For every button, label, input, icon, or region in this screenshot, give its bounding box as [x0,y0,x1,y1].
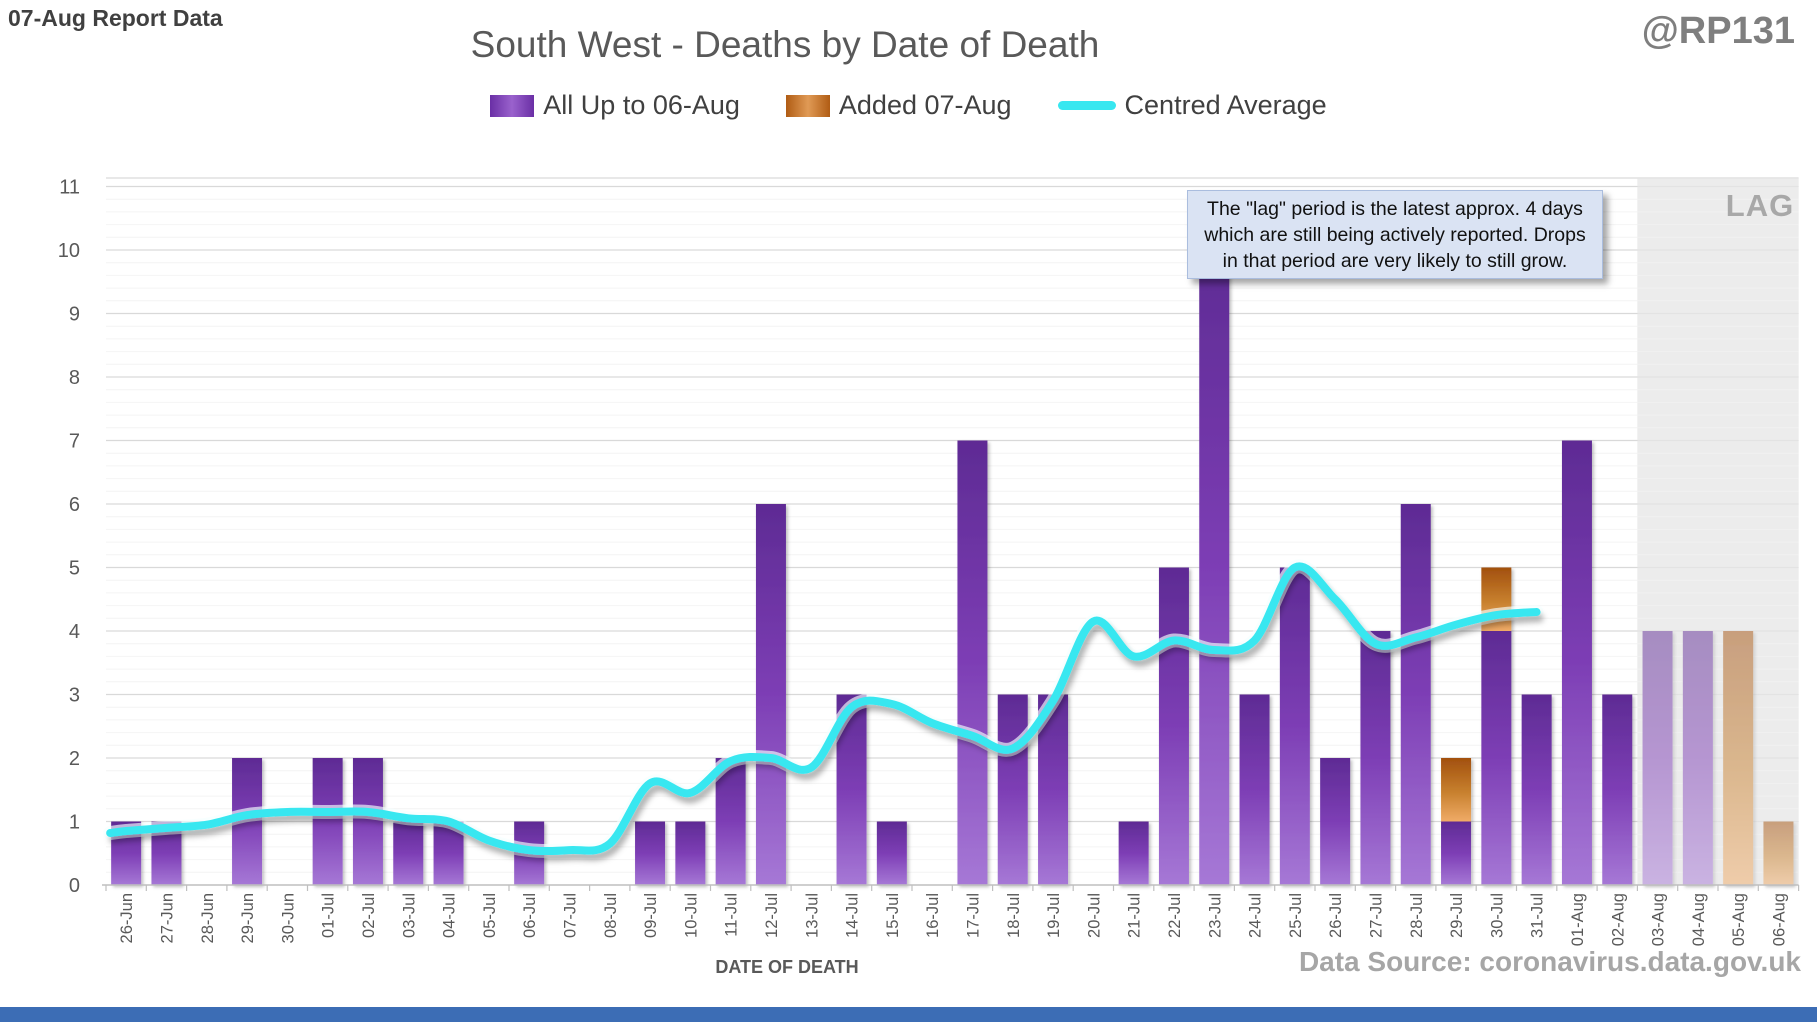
svg-text:02-Aug: 02-Aug [1609,893,1627,946]
svg-text:11: 11 [59,177,80,199]
svg-text:15-Jul: 15-Jul [884,893,902,938]
legend-label: Added 07-Aug [838,90,1012,120]
svg-text:21-Jul: 21-Jul [1126,893,1144,938]
tooltip-line: The "lag" period is the latest approx. 4… [1207,197,1583,220]
legend-item-centred-average: Centred Average [1057,90,1327,121]
legend-item-added: Added 07-Aug [785,90,1012,121]
svg-text:06-Jul: 06-Jul [521,893,539,938]
svg-text:6: 6 [69,494,80,516]
svg-text:29-Jun: 29-Jun [239,893,257,943]
svg-text:26-Jun: 26-Jun [118,893,136,943]
svg-text:03-Aug: 03-Aug [1650,893,1668,946]
svg-text:2: 2 [69,748,80,770]
chart-legend: All Up to 06-Aug Added 07-Aug Centred Av… [0,90,1817,121]
svg-text:13-Jul: 13-Jul [803,893,821,938]
svg-text:25-Jul: 25-Jul [1287,893,1305,938]
svg-text:10-Jul: 10-Jul [682,893,700,938]
svg-text:26-Jul: 26-Jul [1327,893,1345,938]
svg-text:28-Jun: 28-Jun [199,893,217,943]
svg-text:03-Jul: 03-Jul [400,893,418,938]
bottom-accent-strip [0,1007,1817,1022]
svg-text:30-Jul: 30-Jul [1488,893,1506,938]
svg-text:31-Jul: 31-Jul [1529,893,1547,938]
lag-region-label: LAG [1725,188,1795,223]
svg-text:01-Jul: 01-Jul [320,893,338,938]
svg-text:8: 8 [69,367,80,389]
svg-text:27-Jun: 27-Jun [158,893,176,943]
svg-text:18-Jul: 18-Jul [1005,893,1023,938]
svg-text:02-Jul: 02-Jul [360,893,378,938]
svg-text:05-Jul: 05-Jul [481,893,499,938]
svg-text:09-Jul: 09-Jul [642,893,660,938]
svg-text:22-Jul: 22-Jul [1166,893,1184,938]
svg-text:0: 0 [69,875,80,897]
tooltip-line: which are still being actively reported.… [1204,223,1586,246]
purple-bar-swatch-icon [490,94,535,117]
svg-text:10: 10 [58,240,80,262]
legend-item-all-up-to: All Up to 06-Aug [490,90,740,121]
legend-label: All Up to 06-Aug [543,90,740,120]
svg-text:5: 5 [69,558,80,580]
svg-text:27-Jul: 27-Jul [1367,893,1385,938]
svg-text:12-Jul: 12-Jul [763,893,781,938]
svg-text:04-Aug: 04-Aug [1690,893,1708,946]
svg-text:29-Jul: 29-Jul [1448,893,1466,938]
svg-text:9: 9 [69,304,80,326]
svg-text:04-Jul: 04-Jul [441,893,459,938]
lag-explanation-tooltip: The "lag" period is the latest approx. 4… [1187,190,1603,279]
page-title: South West - Deaths by Date of Death [470,24,1100,65]
svg-text:4: 4 [69,621,80,643]
svg-text:30-Jun: 30-Jun [279,893,297,943]
svg-text:1: 1 [69,812,80,834]
svg-text:05-Aug: 05-Aug [1730,893,1748,946]
svg-text:19-Jul: 19-Jul [1045,893,1063,938]
svg-text:20-Jul: 20-Jul [1085,893,1103,938]
svg-text:24-Jul: 24-Jul [1247,893,1265,938]
svg-text:3: 3 [69,685,80,707]
svg-text:14-Jul: 14-Jul [844,893,862,938]
svg-text:23-Jul: 23-Jul [1206,893,1224,938]
svg-text:11-Jul: 11-Jul [723,893,741,937]
x-axis-title: DATE OF DEATH [715,957,859,977]
svg-text:16-Jul: 16-Jul [924,893,942,938]
svg-text:17-Jul: 17-Jul [964,893,982,938]
author-watermark: @RP131 [1641,10,1795,52]
svg-text:06-Aug: 06-Aug [1770,893,1788,946]
cyan-line-swatch-icon [1057,101,1116,110]
svg-text:7: 7 [69,431,80,453]
tooltip-line: in that period are very likely to still … [1222,249,1568,272]
svg-text:28-Jul: 28-Jul [1408,893,1426,938]
data-source-credit: Data Source: coronavirus.data.gov.uk [1298,946,1801,977]
svg-text:08-Jul: 08-Jul [602,893,620,938]
orange-bar-swatch-icon [785,94,830,117]
svg-text:07-Jul: 07-Jul [561,893,579,938]
report-date-label: 07-Aug Report Data [8,5,223,31]
legend-label: Centred Average [1124,90,1327,120]
svg-text:01-Aug: 01-Aug [1569,893,1587,946]
